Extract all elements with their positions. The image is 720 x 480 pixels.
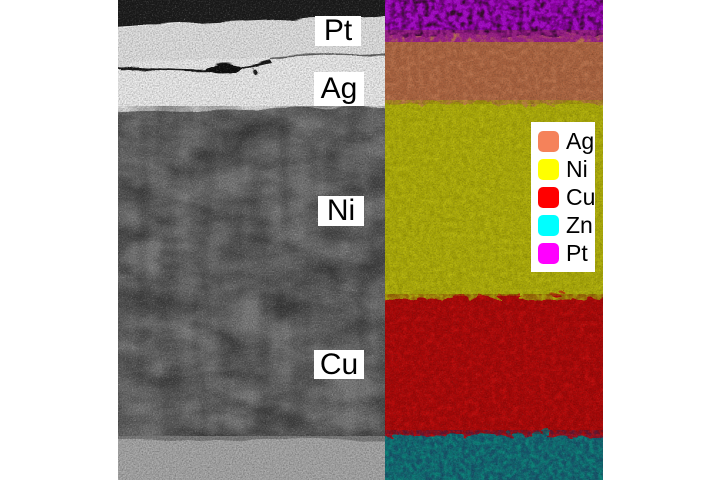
legend-label-ag: Ag (566, 128, 595, 154)
legend-label-pt: Pt (566, 240, 588, 266)
eds-legend: Ag Ni Cu Zn Pt (531, 122, 595, 272)
legend-item-zn: Zn (538, 211, 595, 239)
legend-item-pt: Pt (538, 239, 595, 267)
layer-label-ni: Ni (318, 196, 364, 226)
cu-color-swatch (538, 186, 559, 208)
legend-item-cu: Cu (538, 183, 595, 211)
layer-label-cu: Cu (314, 349, 364, 379)
sem-texture (118, 0, 385, 480)
legend-label-ni: Ni (566, 156, 588, 182)
sem-cross-section-image: Pt Ag Ni Cu (118, 0, 385, 480)
layer-label-pt: Pt (315, 16, 361, 46)
legend-label-cu: Cu (566, 184, 596, 210)
zn-color-swatch (538, 214, 559, 236)
legend-label-zn: Zn (566, 212, 593, 238)
legend-item-ag: Ag (538, 127, 595, 155)
layer-label-ag: Ag (314, 72, 364, 106)
eds-texture (385, 0, 603, 480)
eds-elemental-map: Ag Ni Cu Zn Pt (385, 0, 603, 480)
ni-color-swatch (538, 158, 559, 180)
pt-color-swatch (538, 242, 559, 264)
legend-item-ni: Ni (538, 155, 595, 183)
ag-color-swatch (538, 130, 559, 152)
